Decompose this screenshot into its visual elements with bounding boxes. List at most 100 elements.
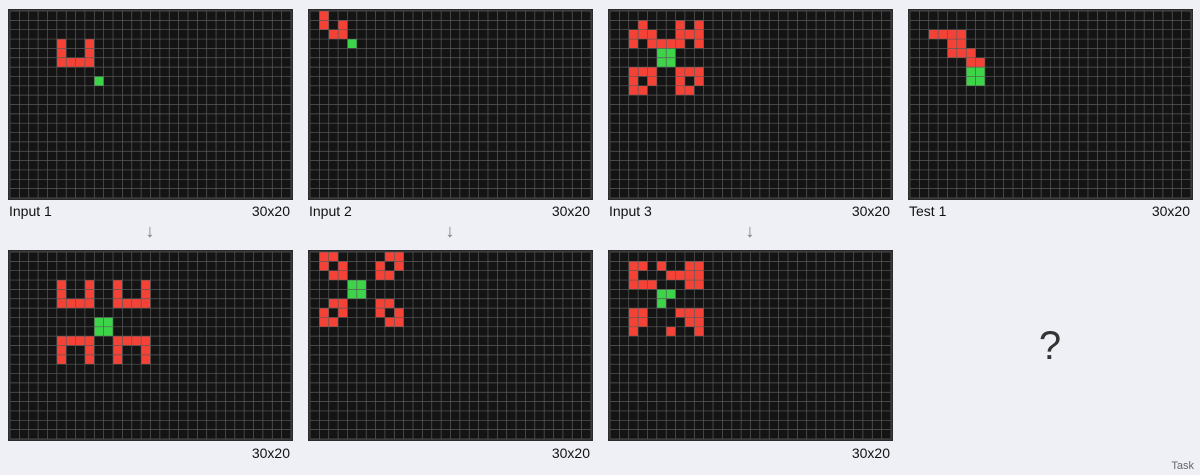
red-cell [647, 29, 657, 40]
red-cell [75, 298, 85, 309]
red-cell [84, 48, 95, 58]
red-cell [113, 354, 123, 365]
red-cell [56, 298, 67, 309]
red-cell [122, 336, 132, 346]
test-1-grid [908, 9, 1193, 200]
red-cell [328, 270, 339, 281]
red-cell [56, 280, 67, 290]
red-cell [694, 270, 704, 281]
input-3-label: Input 3 [609, 203, 652, 219]
red-cell [638, 85, 648, 96]
red-cell [666, 39, 676, 49]
red-cell [84, 57, 95, 68]
red-cell [684, 317, 695, 327]
red-cell [947, 29, 957, 40]
green-cell [656, 48, 667, 58]
input-2-dims: 30x20 [551, 203, 590, 219]
red-cell [656, 39, 667, 49]
red-cell [384, 270, 395, 281]
red-cell [628, 39, 639, 49]
red-cell [684, 67, 695, 77]
green-cell [656, 57, 667, 68]
output-3-dims: 30x20 [851, 445, 890, 461]
red-cell [684, 29, 695, 40]
red-cell [66, 298, 76, 309]
red-cell [628, 76, 639, 86]
red-cell [141, 354, 151, 365]
red-cell [141, 289, 151, 299]
red-cell [638, 261, 648, 271]
red-cell [394, 317, 404, 327]
red-cell [141, 298, 151, 309]
red-cell [84, 354, 95, 365]
output-1-dims: 30x20 [251, 445, 290, 461]
green-cell [103, 317, 114, 327]
red-cell [638, 280, 648, 290]
output-3-grid [608, 250, 893, 441]
red-cell [975, 57, 985, 68]
red-cell [638, 29, 648, 40]
red-cell [666, 326, 676, 337]
green-cell [94, 76, 104, 86]
green-cell [347, 39, 357, 49]
red-cell [938, 29, 948, 40]
red-cell [628, 317, 639, 327]
green-cell [966, 67, 976, 77]
red-cell [375, 261, 385, 271]
red-cell [375, 270, 385, 281]
red-cell [956, 48, 967, 58]
red-cell [384, 298, 395, 309]
green-cell [356, 289, 367, 299]
red-cell [338, 308, 348, 318]
red-cell [694, 29, 704, 40]
red-cell [84, 298, 95, 309]
green-cell [94, 317, 104, 327]
red-cell [122, 298, 132, 309]
red-cell [141, 280, 151, 290]
red-cell [394, 308, 404, 318]
red-cell [56, 354, 67, 365]
grid-canvas [608, 250, 893, 441]
red-cell [75, 336, 85, 346]
red-cell [113, 280, 123, 290]
red-cell [328, 298, 339, 309]
red-cell [647, 67, 657, 77]
red-cell [113, 336, 123, 346]
arrow-down-icon: ↓ [145, 221, 155, 241]
red-cell [947, 48, 957, 58]
grid-canvas [308, 250, 593, 441]
red-cell [56, 57, 67, 68]
grid-canvas [608, 9, 893, 200]
red-cell [966, 57, 976, 68]
red-cell [966, 48, 976, 58]
red-cell [656, 261, 667, 271]
red-cell [141, 336, 151, 346]
green-cell [975, 67, 985, 77]
red-cell [638, 20, 648, 30]
green-cell [347, 289, 357, 299]
red-cell [684, 270, 695, 281]
input-1-label: Input 1 [9, 203, 52, 219]
red-cell [694, 67, 704, 77]
green-cell [666, 57, 676, 68]
output-2-dims: 30x20 [551, 445, 590, 461]
red-cell [131, 336, 142, 346]
red-cell [647, 76, 657, 86]
red-cell [628, 85, 639, 96]
red-cell [628, 280, 639, 290]
grid-canvas [8, 9, 293, 200]
test-answer-placeholder: ? [1038, 324, 1062, 368]
red-cell [694, 308, 704, 318]
red-cell [56, 289, 67, 299]
red-cell [338, 261, 348, 271]
input-3-grid [608, 9, 893, 200]
red-cell [628, 29, 639, 40]
red-cell [394, 252, 404, 262]
red-cell [338, 270, 348, 281]
red-cell [319, 308, 329, 318]
red-cell [113, 298, 123, 309]
red-cell [56, 48, 67, 58]
red-cell [694, 20, 704, 30]
red-cell [328, 252, 339, 262]
red-cell [684, 85, 695, 96]
